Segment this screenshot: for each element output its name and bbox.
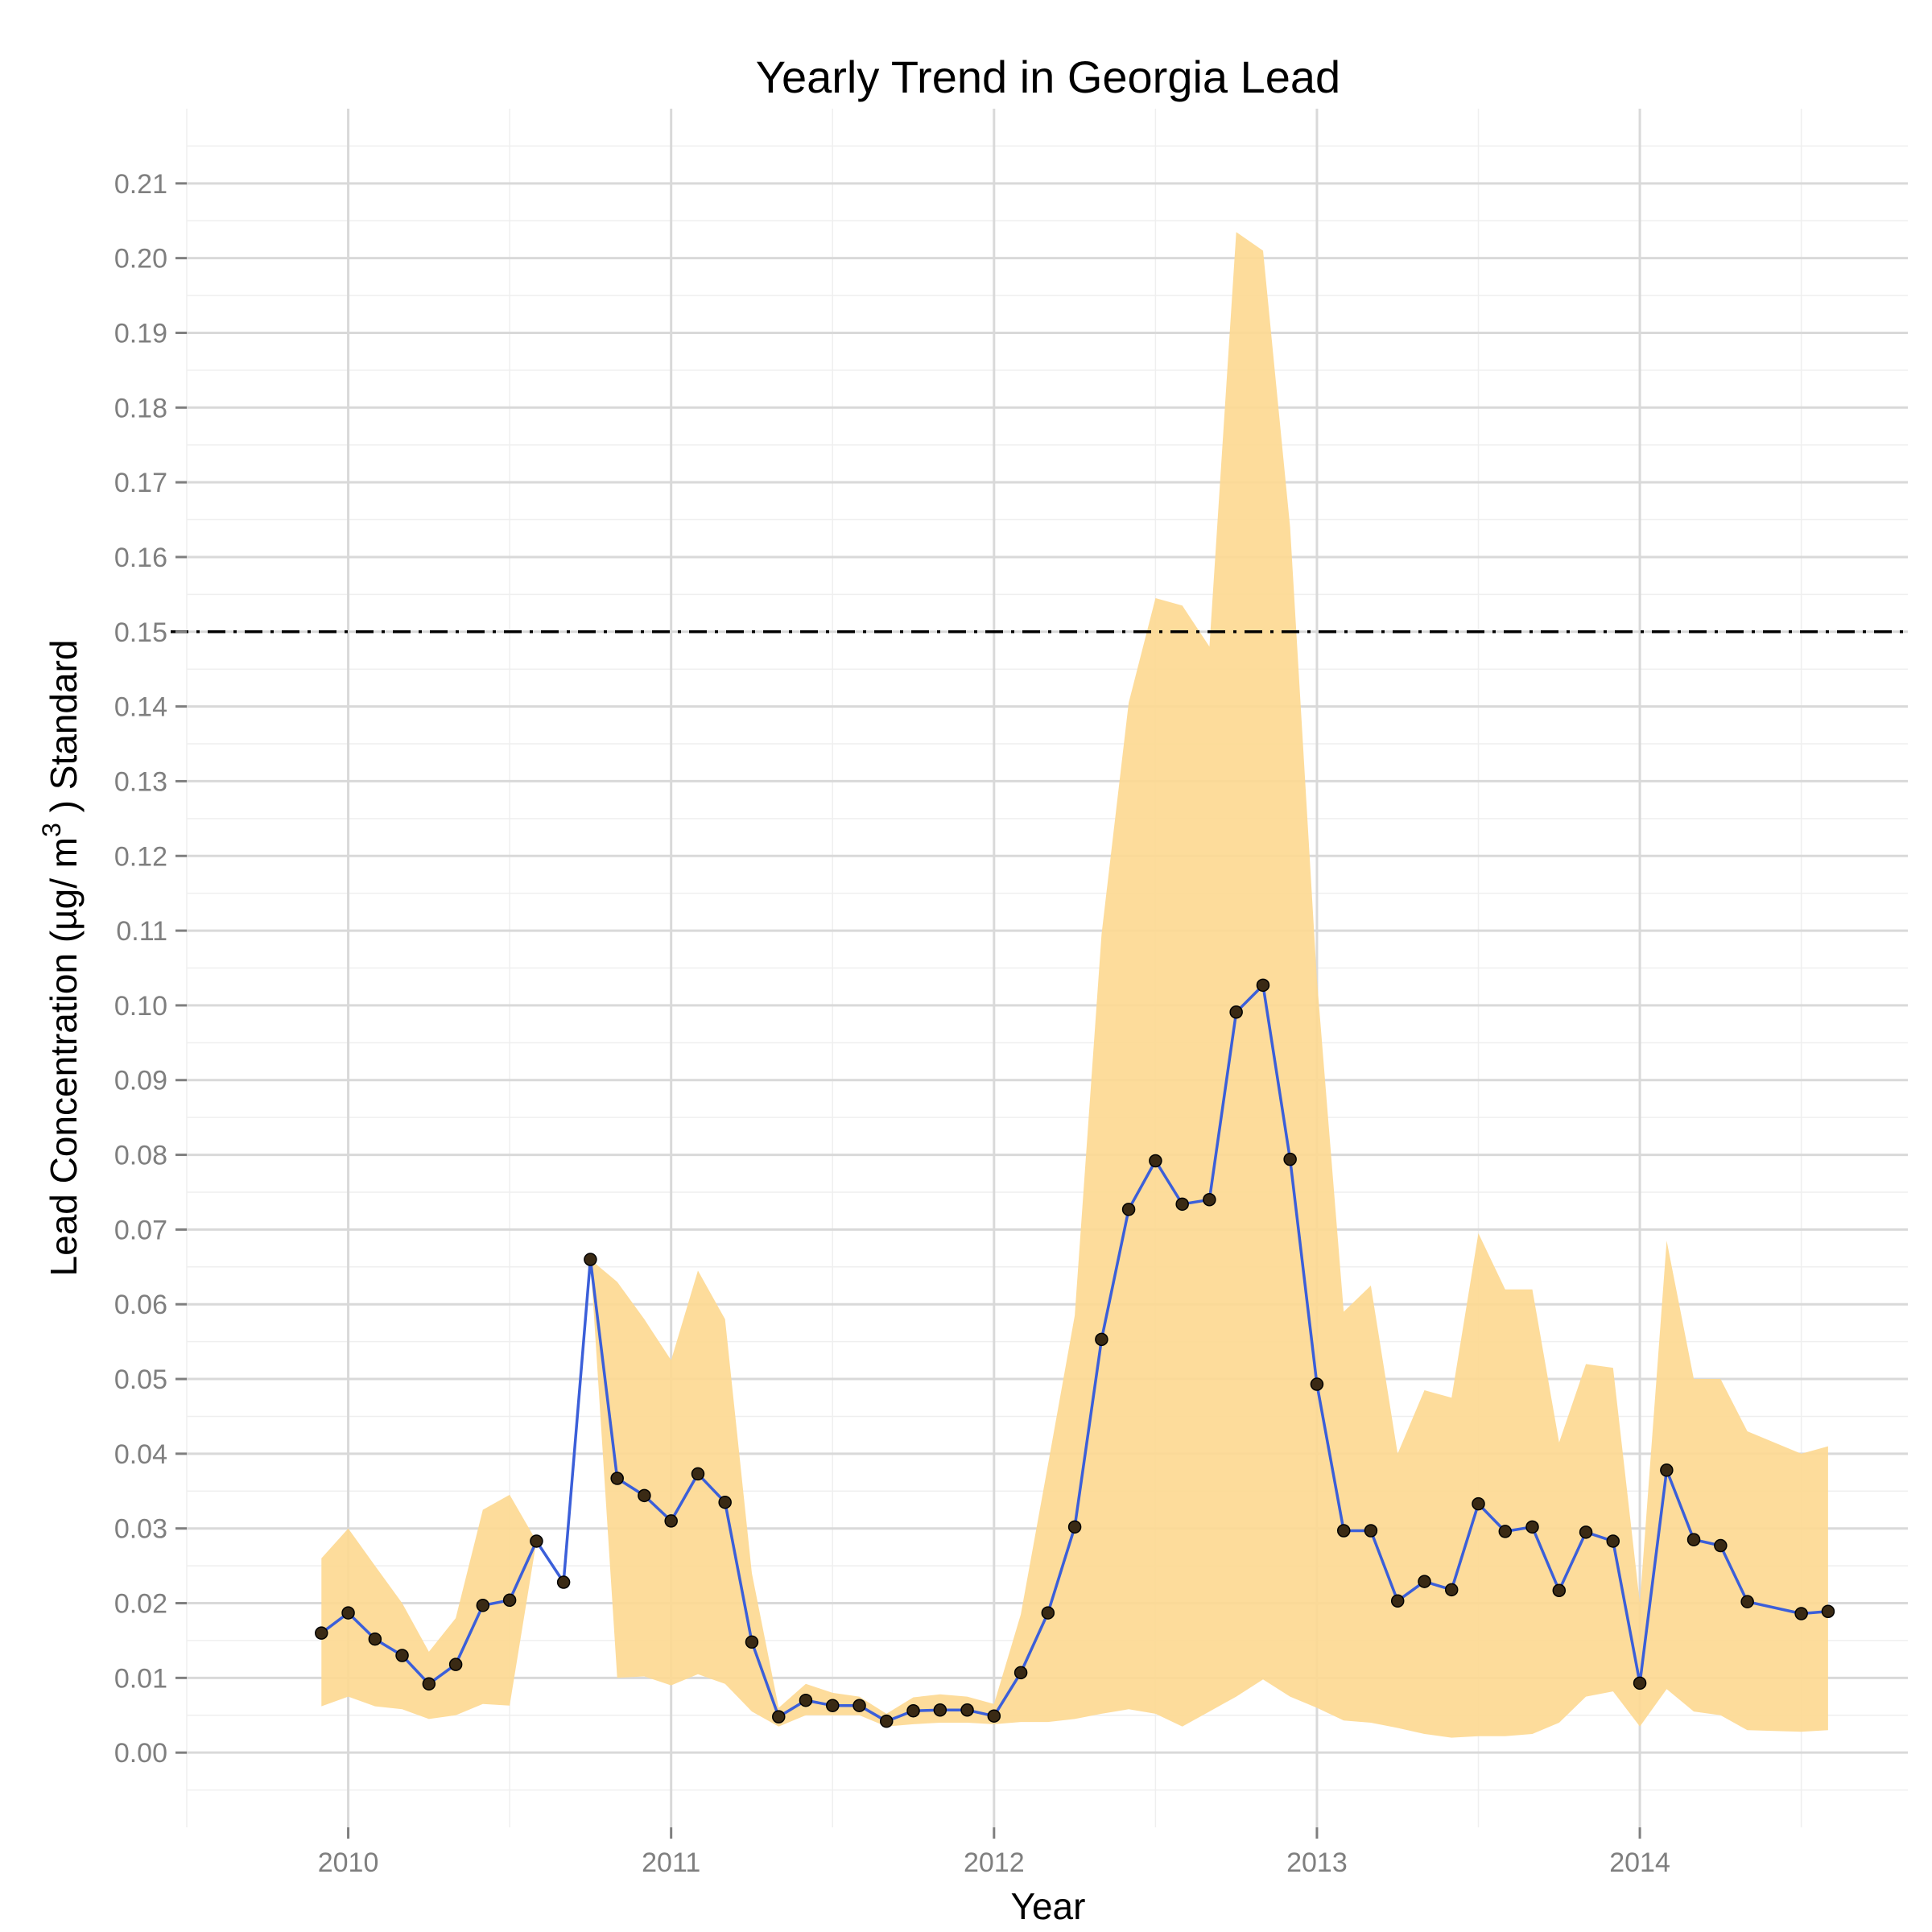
data-point: [799, 1693, 813, 1707]
data-point: [1552, 1583, 1567, 1597]
data-point: [638, 1488, 651, 1503]
chart-title: Yearly Trend in Georgia Lead: [756, 52, 1340, 102]
y-tick-label: 0.17: [114, 468, 167, 498]
series-line-layer: [320, 984, 1829, 1723]
data-point: [556, 1575, 571, 1589]
data-point: [1794, 1607, 1808, 1620]
data-point: [1013, 1666, 1028, 1680]
data-point: [1579, 1525, 1593, 1539]
y-tick-label: 0.14: [114, 692, 167, 723]
data-point: [1606, 1534, 1620, 1548]
data-point: [1095, 1332, 1108, 1347]
data-point: [1498, 1525, 1513, 1538]
data-point: [1121, 1203, 1136, 1216]
data-point: [1444, 1583, 1459, 1597]
data-point: [1714, 1538, 1728, 1553]
y-tick-label: 0.12: [114, 841, 167, 872]
y-tick-label: 0.04: [114, 1439, 167, 1470]
data-point: [1203, 1193, 1216, 1207]
data-point: [691, 1467, 705, 1481]
y-tick-label: 0.18: [114, 393, 167, 423]
data-point: [1310, 1377, 1324, 1391]
data-point: [718, 1495, 732, 1509]
y-tick-label: 0.01: [114, 1663, 167, 1694]
data-point: [1336, 1524, 1351, 1538]
axes: 0.00 0.01 0.02 0.03 0.04 0.05 0.06 0.07 0.08 0.09…: [114, 169, 1670, 1878]
y-tick-label: 0.07: [114, 1215, 167, 1245]
data-point: [879, 1714, 894, 1728]
data-point: [1256, 978, 1270, 993]
data-point: [906, 1703, 920, 1718]
x-tick-label: 2010: [318, 1847, 379, 1878]
y-tick-label: 0.10: [114, 991, 167, 1022]
data-point: [1686, 1533, 1701, 1546]
x-tick-label: 2014: [1609, 1847, 1670, 1878]
range-band-layer: [321, 232, 1828, 1738]
data-point: [1364, 1524, 1378, 1538]
data-point: [1740, 1595, 1754, 1608]
data-point: [422, 1677, 436, 1691]
x-tick-label: 2013: [1286, 1847, 1348, 1878]
data-point: [1041, 1606, 1055, 1620]
y-tick-label: 0.02: [114, 1589, 167, 1620]
y-tick-label: 0.05: [114, 1364, 167, 1395]
y-axis-title-superscript: 3: [37, 823, 66, 837]
range-band: [321, 232, 1828, 1738]
data-point: [368, 1632, 382, 1646]
data-point: [745, 1635, 759, 1649]
data-point: [315, 1626, 328, 1640]
data-point: [1633, 1676, 1647, 1690]
data-point: [1472, 1496, 1485, 1511]
y-tick-label: 0.15: [114, 617, 167, 648]
x-tick-label: 2012: [964, 1847, 1025, 1878]
data-point: [448, 1657, 463, 1671]
data-point: [1175, 1197, 1189, 1212]
data-point: [1418, 1575, 1431, 1588]
y-tick-label: 0.06: [114, 1290, 167, 1320]
y-tick-label: 0.09: [114, 1066, 167, 1096]
data-point: [1067, 1520, 1082, 1534]
data-points: [315, 978, 1835, 1728]
data-point: [960, 1703, 974, 1717]
data-point: [664, 1514, 678, 1528]
x-axis-title: Year: [1011, 1885, 1086, 1927]
data-point: [1390, 1594, 1405, 1608]
y-axis-title-suffix: ) Standard: [43, 640, 85, 824]
data-point: [476, 1599, 490, 1612]
y-axis-title-main: Lead Concentration (µg/ m: [43, 837, 85, 1277]
data-point: [341, 1606, 355, 1620]
data-point: [772, 1710, 786, 1724]
data-point: [1821, 1604, 1835, 1618]
data-point: [826, 1699, 840, 1712]
x-tick-label: 2011: [642, 1847, 700, 1878]
y-tick-label: 0.13: [114, 766, 167, 797]
data-point: [610, 1472, 624, 1485]
y-tick-label: 0.08: [114, 1141, 167, 1171]
series-line: [320, 984, 1829, 1723]
data-point: [530, 1534, 543, 1548]
data-point: [584, 1253, 597, 1266]
data-point: [987, 1709, 1001, 1723]
y-axis-title: Lead Concentration (µg/ m3 ) Standard: [37, 640, 85, 1277]
data-point: [1229, 1005, 1243, 1019]
data-point: [933, 1703, 947, 1717]
y-tick-label: 0.19: [114, 318, 167, 349]
y-tick-label: 0.16: [114, 543, 167, 573]
y-tick-label: 0.11: [116, 916, 167, 947]
y-tick-label: 0.00: [114, 1738, 167, 1769]
data-point: [1660, 1463, 1674, 1477]
y-tick-label: 0.21: [114, 169, 167, 200]
data-point: [1525, 1520, 1539, 1534]
y-tick-label: 0.20: [114, 244, 167, 275]
data-point: [1283, 1152, 1297, 1166]
data-point: [852, 1699, 866, 1712]
y-tick-label: 0.03: [114, 1514, 167, 1545]
data-point: [502, 1593, 517, 1608]
data-point: [395, 1649, 409, 1662]
data-point: [1149, 1154, 1162, 1168]
